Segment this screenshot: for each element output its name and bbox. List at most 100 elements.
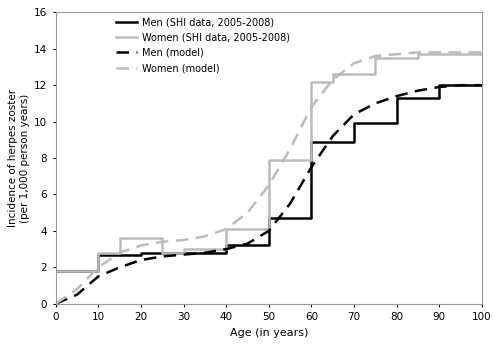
Men (model): [351, 112, 357, 116]
Women (SHI data, 2005-2008): [394, 56, 400, 60]
Men (model): [372, 101, 378, 106]
Women (SHI data, 2005-2008): [159, 251, 165, 255]
Men (SHI data, 2005-2008): [180, 251, 186, 255]
Men (SHI data, 2005-2008): [394, 121, 400, 126]
Men (SHI data, 2005-2008): [308, 139, 314, 144]
Women (SHI data, 2005-2008): [330, 80, 336, 84]
Men (SHI data, 2005-2008): [436, 83, 442, 87]
Women (SHI data, 2005-2008): [330, 72, 336, 76]
Men (model): [159, 254, 165, 258]
Women (SHI data, 2005-2008): [287, 158, 293, 162]
Men (model): [138, 258, 144, 262]
X-axis label: Age (in years): Age (in years): [230, 328, 308, 338]
Men (SHI data, 2005-2008): [415, 96, 421, 100]
Men (model): [394, 94, 400, 98]
Women (SHI data, 2005-2008): [202, 247, 208, 251]
Women (model): [202, 234, 208, 238]
Women (model): [458, 50, 464, 54]
Men (model): [479, 83, 485, 87]
Men (SHI data, 2005-2008): [74, 269, 80, 273]
Women (SHI data, 2005-2008): [244, 227, 250, 231]
Women (model): [74, 287, 80, 291]
Line: Women (model): Women (model): [56, 52, 482, 304]
Women (SHI data, 2005-2008): [202, 247, 208, 251]
Women (SHI data, 2005-2008): [244, 227, 250, 231]
Women (SHI data, 2005-2008): [138, 236, 144, 240]
Women (SHI data, 2005-2008): [351, 72, 357, 76]
Women (model): [244, 211, 250, 215]
Men (SHI data, 2005-2008): [287, 216, 293, 220]
Women (model): [308, 105, 314, 109]
Women (SHI data, 2005-2008): [458, 52, 464, 56]
Men (SHI data, 2005-2008): [351, 139, 357, 144]
Line: Men (model): Men (model): [56, 85, 482, 304]
Women (model): [180, 238, 186, 242]
Men (SHI data, 2005-2008): [138, 253, 144, 257]
Women (SHI data, 2005-2008): [308, 158, 314, 162]
Women (SHI data, 2005-2008): [458, 52, 464, 56]
Men (model): [52, 302, 59, 306]
Women (SHI data, 2005-2008): [415, 52, 421, 56]
Men (SHI data, 2005-2008): [351, 121, 357, 126]
Men (model): [244, 242, 250, 246]
Women (model): [351, 61, 357, 65]
Women (model): [223, 227, 229, 231]
Women (SHI data, 2005-2008): [372, 56, 378, 60]
Men (model): [458, 83, 464, 87]
Women (SHI data, 2005-2008): [223, 227, 229, 231]
Women (SHI data, 2005-2008): [223, 247, 229, 251]
Women (SHI data, 2005-2008): [180, 247, 186, 251]
Women (SHI data, 2005-2008): [394, 56, 400, 60]
Men (SHI data, 2005-2008): [330, 139, 336, 144]
Men (SHI data, 2005-2008): [244, 244, 250, 248]
Women (SHI data, 2005-2008): [436, 52, 442, 56]
Women (SHI data, 2005-2008): [266, 227, 272, 231]
Women (model): [52, 302, 59, 306]
Men (SHI data, 2005-2008): [74, 269, 80, 273]
Men (SHI data, 2005-2008): [415, 96, 421, 100]
Men (model): [180, 253, 186, 257]
Women (SHI data, 2005-2008): [116, 251, 122, 255]
Men (model): [266, 229, 272, 233]
Women (SHI data, 2005-2008): [479, 52, 485, 56]
Women (model): [287, 147, 293, 151]
Men (model): [202, 251, 208, 255]
Men (SHI data, 2005-2008): [96, 253, 102, 257]
Women (SHI data, 2005-2008): [52, 269, 59, 273]
Men (SHI data, 2005-2008): [52, 269, 59, 273]
Men (SHI data, 2005-2008): [436, 96, 442, 100]
Women (SHI data, 2005-2008): [180, 251, 186, 255]
Women (model): [116, 251, 122, 255]
Women (SHI data, 2005-2008): [266, 158, 272, 162]
Women (model): [266, 183, 272, 188]
Men (model): [287, 201, 293, 206]
Men (SHI data, 2005-2008): [266, 216, 272, 220]
Women (SHI data, 2005-2008): [351, 72, 357, 76]
Men (SHI data, 2005-2008): [244, 244, 250, 248]
Men (model): [415, 89, 421, 93]
Women (SHI data, 2005-2008): [96, 251, 102, 255]
Men (SHI data, 2005-2008): [116, 253, 122, 257]
Women (SHI data, 2005-2008): [308, 80, 314, 84]
Women (SHI data, 2005-2008): [479, 52, 485, 56]
Women (SHI data, 2005-2008): [287, 158, 293, 162]
Men (model): [223, 247, 229, 251]
Men (SHI data, 2005-2008): [287, 216, 293, 220]
Men (SHI data, 2005-2008): [202, 251, 208, 255]
Men (SHI data, 2005-2008): [479, 83, 485, 87]
Men (SHI data, 2005-2008): [479, 83, 485, 87]
Women (model): [372, 54, 378, 58]
Men (SHI data, 2005-2008): [223, 244, 229, 248]
Men (model): [96, 274, 102, 279]
Men (SHI data, 2005-2008): [372, 121, 378, 126]
Women (model): [96, 265, 102, 270]
Women (SHI data, 2005-2008): [96, 269, 102, 273]
Men (SHI data, 2005-2008): [458, 83, 464, 87]
Women (model): [330, 78, 336, 82]
Men (SHI data, 2005-2008): [96, 269, 102, 273]
Men (SHI data, 2005-2008): [180, 251, 186, 255]
Men (model): [74, 293, 80, 297]
Men (model): [436, 85, 442, 89]
Men (SHI data, 2005-2008): [458, 83, 464, 87]
Men (SHI data, 2005-2008): [372, 121, 378, 126]
